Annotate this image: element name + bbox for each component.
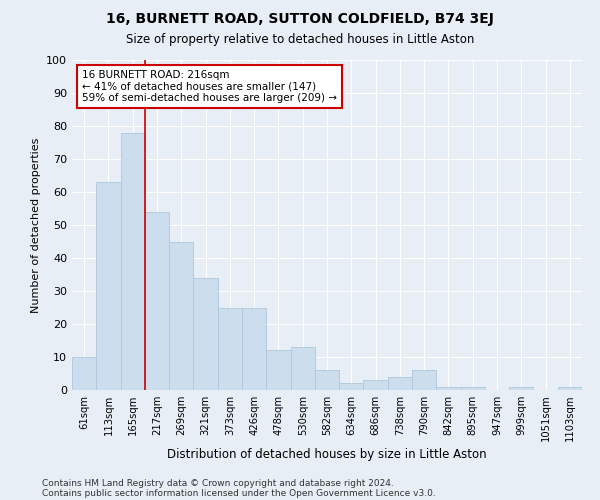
Y-axis label: Number of detached properties: Number of detached properties (31, 138, 41, 312)
Bar (72, 357, 96, 390)
Bar (242, 308, 266, 390)
Text: 16 BURNETT ROAD: 216sqm
← 41% of detached houses are smaller (147)
59% of semi-d: 16 BURNETT ROAD: 216sqm ← 41% of detache… (82, 70, 337, 103)
Bar (436, 386, 461, 390)
Bar (121, 132, 145, 390)
Text: Size of property relative to detached houses in Little Aston: Size of property relative to detached ho… (126, 32, 474, 46)
Text: Contains public sector information licensed under the Open Government Licence v3: Contains public sector information licen… (42, 488, 436, 498)
Bar (169, 242, 193, 390)
Bar (266, 350, 290, 390)
Bar (96, 182, 121, 390)
Bar (509, 386, 533, 390)
Bar (364, 380, 388, 390)
Bar (558, 386, 582, 390)
Bar (388, 377, 412, 390)
Text: 16, BURNETT ROAD, SUTTON COLDFIELD, B74 3EJ: 16, BURNETT ROAD, SUTTON COLDFIELD, B74 … (106, 12, 494, 26)
Bar (145, 212, 169, 390)
Bar (339, 384, 364, 390)
Bar (412, 370, 436, 390)
Bar (193, 278, 218, 390)
Bar (290, 347, 315, 390)
Bar (218, 308, 242, 390)
X-axis label: Distribution of detached houses by size in Little Aston: Distribution of detached houses by size … (167, 448, 487, 462)
Bar (315, 370, 339, 390)
Text: Contains HM Land Registry data © Crown copyright and database right 2024.: Contains HM Land Registry data © Crown c… (42, 478, 394, 488)
Bar (461, 386, 485, 390)
